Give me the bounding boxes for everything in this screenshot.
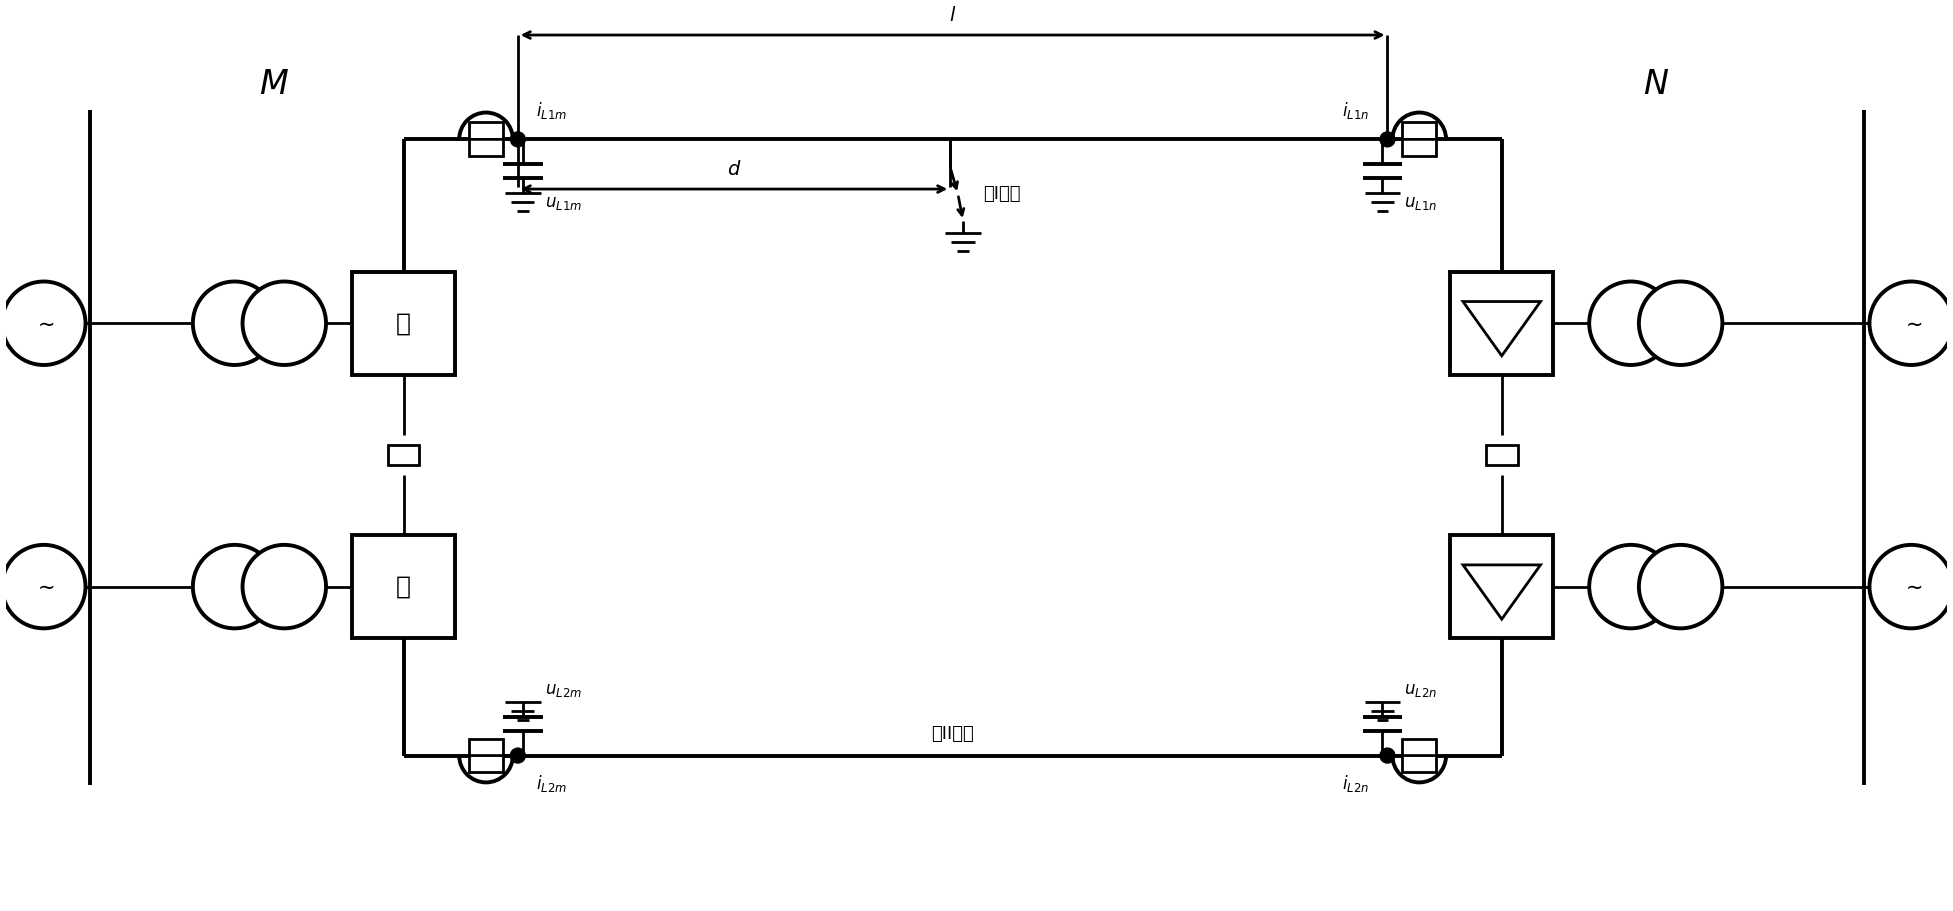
Circle shape bbox=[1639, 545, 1723, 629]
Bar bbox=[1449, 535, 1553, 639]
Circle shape bbox=[1381, 132, 1394, 147]
Circle shape bbox=[1639, 281, 1723, 365]
Bar bbox=[352, 535, 455, 639]
Text: $u_{L2m}$: $u_{L2m}$ bbox=[545, 682, 582, 700]
Bar bbox=[1449, 271, 1553, 375]
Text: 极I线路: 极I线路 bbox=[984, 185, 1021, 203]
Text: $u_{L1m}$: $u_{L1m}$ bbox=[545, 196, 582, 212]
Circle shape bbox=[1590, 545, 1672, 629]
Circle shape bbox=[242, 281, 326, 365]
Text: $\sim$: $\sim$ bbox=[33, 313, 55, 333]
Circle shape bbox=[2, 545, 86, 629]
Text: $\sim$: $\sim$ bbox=[1900, 577, 1922, 597]
Text: $i_{L1n}$: $i_{L1n}$ bbox=[1342, 100, 1369, 121]
Text: $\sim$: $\sim$ bbox=[1900, 313, 1922, 333]
Bar bbox=[469, 122, 504, 157]
Circle shape bbox=[242, 545, 326, 629]
Circle shape bbox=[1381, 748, 1394, 763]
Text: $\sim$: $\sim$ bbox=[33, 577, 55, 597]
Bar bbox=[387, 445, 420, 465]
Text: $d$: $d$ bbox=[727, 160, 742, 179]
Text: $i_{L2m}$: $i_{L2m}$ bbox=[535, 773, 566, 794]
Text: $M$: $M$ bbox=[260, 68, 289, 101]
Bar bbox=[352, 271, 455, 375]
Circle shape bbox=[510, 132, 525, 147]
Circle shape bbox=[1590, 281, 1672, 365]
Text: $u_{L2n}$: $u_{L2n}$ bbox=[1404, 682, 1437, 700]
Text: 本: 本 bbox=[396, 575, 410, 599]
Circle shape bbox=[1869, 281, 1953, 365]
Circle shape bbox=[510, 748, 525, 763]
Text: $u_{L1n}$: $u_{L1n}$ bbox=[1404, 196, 1437, 212]
Text: 本: 本 bbox=[396, 312, 410, 335]
Circle shape bbox=[193, 545, 275, 629]
Text: $i_{L2n}$: $i_{L2n}$ bbox=[1342, 773, 1369, 794]
Circle shape bbox=[1869, 545, 1953, 629]
Text: 极II线路: 极II线路 bbox=[932, 725, 975, 742]
Circle shape bbox=[193, 281, 275, 365]
Text: $i_{L1m}$: $i_{L1m}$ bbox=[535, 100, 566, 121]
Text: $l$: $l$ bbox=[949, 6, 957, 26]
Bar bbox=[1402, 739, 1435, 773]
Circle shape bbox=[2, 281, 86, 365]
Bar bbox=[1486, 445, 1517, 465]
Bar bbox=[469, 739, 504, 773]
Text: $N$: $N$ bbox=[1642, 68, 1668, 101]
Bar bbox=[1402, 122, 1435, 157]
